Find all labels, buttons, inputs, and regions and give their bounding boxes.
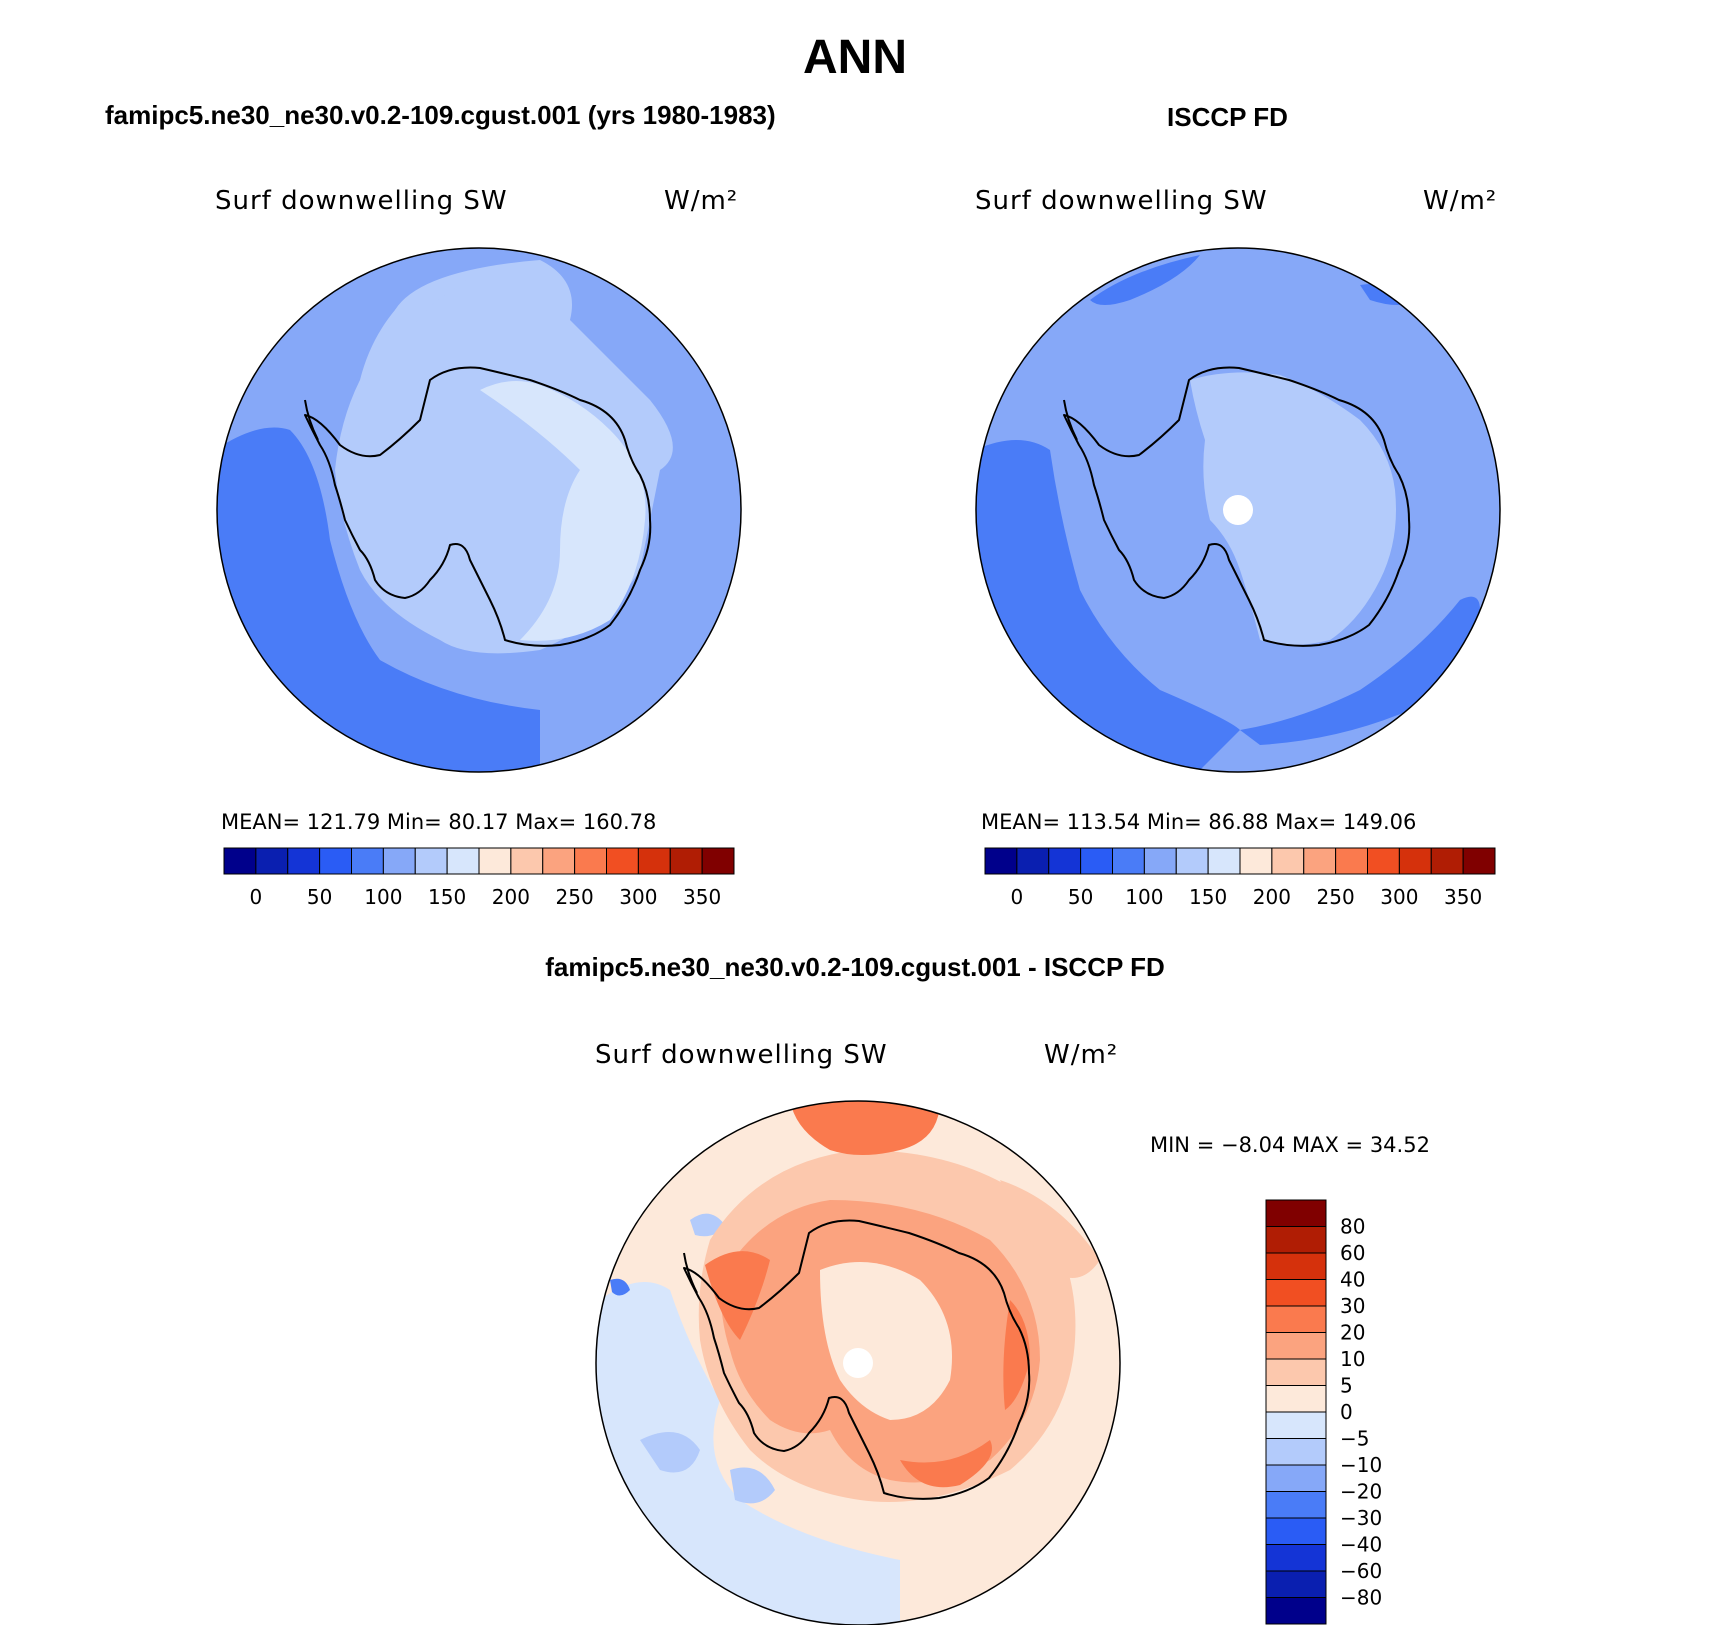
colorbar-swatch	[1265, 1570, 1327, 1598]
diff-minmax: MIN = −8.04 MAX = 34.52	[1150, 1133, 1430, 1157]
colorbar-swatch	[510, 847, 544, 875]
colorbar-swatch	[478, 847, 512, 875]
colorbar-tick-label: 0	[250, 885, 263, 909]
colorbar-swatch	[1335, 847, 1368, 875]
colorbar-swatch	[255, 847, 289, 875]
colorbar-tick-label: 30	[1340, 1294, 1365, 1318]
colorbar-swatch	[1080, 847, 1113, 875]
colorbar-swatch	[701, 847, 735, 875]
colorbar-tick-label: 300	[1380, 885, 1418, 909]
colorbar-tick-label: −5	[1340, 1427, 1369, 1451]
colorbar-tick-label: 60	[1340, 1241, 1365, 1265]
colorbar-tick-label: −40	[1340, 1533, 1382, 1557]
colorbar-tick-label: 350	[683, 885, 721, 909]
colorbar-swatch	[542, 847, 576, 875]
colorbar-tick-label: 200	[492, 885, 530, 909]
colorbar-swatch	[669, 847, 703, 875]
colorbar-tick-label: 20	[1340, 1321, 1365, 1345]
obs-colorbar: 0 50 100 150 200 250 300 350	[984, 847, 1496, 909]
colorbar-swatch	[1207, 847, 1241, 875]
model-units-label: W/m²	[664, 186, 739, 216]
colorbar-swatch	[1271, 847, 1305, 875]
colorbar-swatch	[1239, 847, 1273, 875]
colorbar-swatch	[1265, 1358, 1327, 1386]
colorbar-swatch	[1462, 847, 1496, 875]
colorbar-swatch	[382, 847, 416, 875]
colorbar-swatch	[319, 847, 352, 875]
colorbar-swatch	[606, 847, 639, 875]
colorbar-swatch	[1265, 1517, 1327, 1545]
colorbar-swatch	[1265, 1597, 1327, 1625]
colorbar-tick-label: −80	[1340, 1586, 1382, 1610]
colorbar-swatch	[1048, 847, 1082, 875]
model-panel-heading: famipc5.ne30_ne30.v0.2-109.cgust.001 (yr…	[105, 100, 776, 130]
colorbar-swatch	[287, 847, 321, 875]
colorbar-swatch	[1016, 847, 1050, 875]
colorbar-swatch	[1367, 847, 1400, 875]
model-variable-label: Surf downwelling SW	[215, 186, 508, 216]
colorbar-tick-label: 250	[1317, 885, 1355, 909]
colorbar-tick-label: 50	[307, 885, 332, 909]
colorbar-tick-label: 350	[1444, 885, 1482, 909]
colorbar-swatch	[1265, 1438, 1327, 1466]
colorbar-swatch	[1265, 1199, 1327, 1227]
diff-map	[595, 1100, 1121, 1625]
colorbar-tick-label: 40	[1340, 1268, 1365, 1292]
colorbar-tick-label: −30	[1340, 1506, 1382, 1530]
diff-variable-label: Surf downwelling SW	[595, 1040, 888, 1070]
colorbar-swatch	[1265, 1305, 1327, 1333]
colorbar-tick-label: 250	[556, 885, 594, 909]
colorbar-swatch	[414, 847, 448, 875]
diff-panel-heading: famipc5.ne30_ne30.v0.2-109.cgust.001 - I…	[545, 952, 1165, 982]
colorbar-tick-label: 300	[619, 885, 657, 909]
diff-units-label: W/m²	[1044, 1040, 1119, 1070]
colorbar-swatch	[446, 847, 480, 875]
colorbar-tick-label: −60	[1340, 1559, 1382, 1583]
colorbar-swatch	[574, 847, 607, 875]
colorbar-tick-label: 200	[1253, 885, 1291, 909]
colorbar-swatch	[1143, 847, 1177, 875]
colorbar-tick-label: 10	[1340, 1347, 1365, 1371]
colorbar-swatch	[1265, 1464, 1327, 1492]
colorbar-swatch	[637, 847, 671, 875]
colorbar-swatch	[223, 847, 257, 875]
obs-units-label: W/m²	[1423, 186, 1498, 216]
colorbar-swatch	[1265, 1411, 1327, 1439]
colorbar-tick-label: −20	[1340, 1480, 1382, 1504]
colorbar-swatch	[1112, 847, 1145, 875]
colorbar-swatch	[1175, 847, 1209, 875]
colorbar-swatch	[351, 847, 384, 875]
colorbar-tick-label: 0	[1011, 885, 1024, 909]
colorbar-tick-label: 5	[1340, 1374, 1353, 1398]
colorbar-tick-label: 0	[1340, 1400, 1353, 1424]
obs-map	[975, 247, 1501, 773]
colorbar-swatch	[1265, 1279, 1327, 1307]
colorbar-tick-label: −10	[1340, 1453, 1382, 1477]
colorbar-swatch	[1265, 1332, 1327, 1360]
colorbar-swatch	[1303, 847, 1337, 875]
colorbar-swatch	[1430, 847, 1464, 875]
colorbar-swatch	[1265, 1385, 1327, 1413]
obs-panel-heading: ISCCP FD	[1167, 102, 1288, 132]
colorbar-tick-label: 150	[428, 885, 466, 909]
model-map	[216, 247, 742, 773]
colorbar-swatch	[1265, 1491, 1327, 1519]
model-stats: MEAN= 121.79 Min= 80.17 Max= 160.78	[221, 810, 657, 834]
colorbar-tick-label: 100	[1125, 885, 1163, 909]
figure-title: ANN	[803, 31, 907, 84]
colorbar-tick-label: 80	[1340, 1215, 1365, 1239]
colorbar-swatch	[1265, 1544, 1327, 1572]
colorbar-tick-label: 150	[1189, 885, 1227, 909]
colorbar-tick-label: 50	[1068, 885, 1093, 909]
model-colorbar: 0 50 100 150 200 250 300 350	[223, 847, 735, 909]
obs-variable-label: Surf downwelling SW	[975, 186, 1268, 216]
colorbar-swatch	[984, 847, 1018, 875]
colorbar-swatch	[1265, 1226, 1327, 1254]
colorbar-tick-label: 100	[364, 885, 402, 909]
colorbar-swatch	[1265, 1252, 1327, 1280]
obs-stats: MEAN= 113.54 Min= 86.88 Max= 149.06	[981, 810, 1417, 834]
colorbar-swatch	[1398, 847, 1432, 875]
